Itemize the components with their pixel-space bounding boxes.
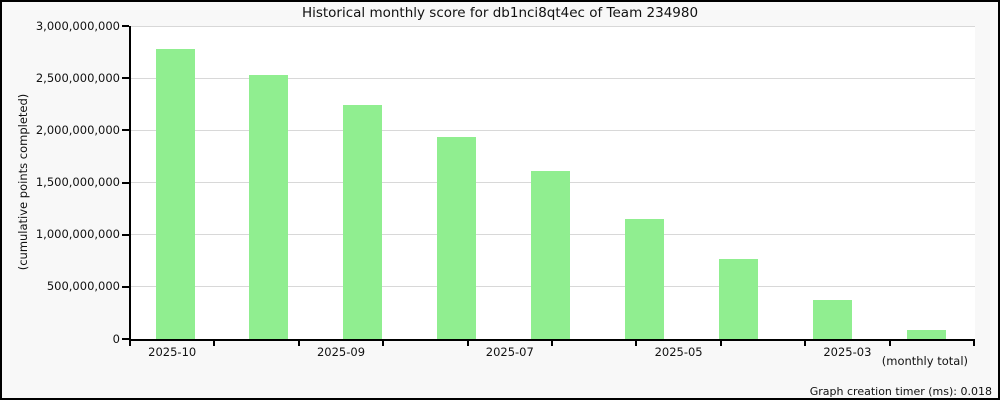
x-axis-note: (monthly total) bbox=[881, 354, 968, 368]
x-tick-mark bbox=[129, 341, 131, 346]
y-tick-mark bbox=[122, 77, 129, 80]
x-tick-mark bbox=[551, 341, 553, 346]
x-tick-label: 2025-07 bbox=[485, 345, 534, 359]
x-tick-label: 2025-03 bbox=[823, 345, 872, 359]
x-tick-label: 2025-09 bbox=[316, 345, 366, 359]
y-tick-label: 2,500,000,000 bbox=[35, 70, 120, 85]
y-tick-label: 2,000,000,000 bbox=[35, 122, 120, 137]
bar bbox=[625, 219, 664, 339]
y-tick-mark bbox=[122, 338, 129, 340]
bar bbox=[343, 105, 383, 339]
bar bbox=[812, 299, 852, 339]
y-tick-label: 0 bbox=[112, 331, 120, 346]
y-tick-label: 1,000,000,000 bbox=[35, 227, 120, 242]
bar bbox=[531, 171, 571, 339]
x-tick-mark bbox=[466, 341, 469, 346]
bar bbox=[437, 136, 477, 339]
y-tick-mark bbox=[122, 129, 129, 132]
y-tick-mark bbox=[122, 233, 129, 236]
plot-area bbox=[129, 25, 975, 341]
y-tick-label: 1,500,000,000 bbox=[35, 175, 120, 189]
gridline bbox=[131, 129, 975, 131]
bar bbox=[906, 329, 946, 339]
x-tick-label: 2025-05 bbox=[654, 345, 703, 359]
x-tick-mark bbox=[382, 341, 385, 346]
y-tick-mark bbox=[122, 285, 129, 288]
y-tick-mark bbox=[122, 181, 129, 184]
x-tick-mark bbox=[888, 341, 891, 346]
bar bbox=[155, 49, 195, 339]
x-tick-label: 2025-10 bbox=[148, 345, 197, 359]
x-tick-mark bbox=[297, 341, 300, 346]
x-tick-mark bbox=[213, 341, 216, 346]
bar bbox=[249, 75, 289, 339]
gridline bbox=[131, 25, 975, 27]
graph-timer-text: Graph creation timer (ms): 0.018 bbox=[809, 385, 992, 398]
gridline bbox=[131, 77, 975, 79]
x-tick-mark bbox=[973, 341, 975, 346]
x-tick-mark bbox=[804, 341, 807, 346]
chart-title: Historical monthly score for db1nci8qt4e… bbox=[301, 5, 699, 21]
bar bbox=[718, 258, 758, 339]
y-tick-label: 3,000,000,000 bbox=[35, 18, 120, 33]
x-tick-mark bbox=[635, 341, 638, 346]
y-tick-mark bbox=[122, 25, 129, 27]
x-tick-mark bbox=[719, 341, 722, 346]
y-tick-label: 500,000,000 bbox=[46, 279, 120, 294]
